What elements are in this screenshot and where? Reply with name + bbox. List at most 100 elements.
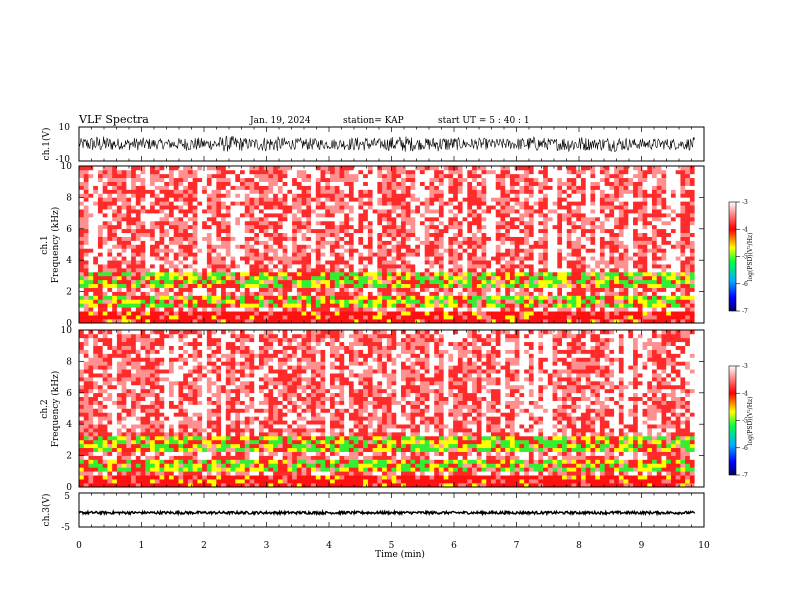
- spectrogram-cell: [562, 228, 568, 234]
- spectrogram-cell: [576, 291, 582, 296]
- spectrogram-cell: [547, 193, 553, 198]
- spectrogram-cell: [670, 315, 676, 320]
- spectrogram-cell: [315, 311, 321, 316]
- spectrogram-cell: [93, 181, 99, 186]
- spectrogram-cell: [273, 252, 279, 257]
- spectrogram-cell: [273, 264, 279, 269]
- spectrogram-cell: [301, 299, 307, 304]
- spectrogram-cell: [107, 275, 113, 281]
- spectrogram-cell: [240, 236, 246, 241]
- spectrogram-cell: [495, 295, 501, 300]
- spectrogram-cell: [486, 244, 492, 249]
- spectrogram-cell: [585, 217, 591, 222]
- spectrogram-cell: [367, 224, 373, 230]
- spectrogram-cell: [614, 193, 620, 198]
- spectrogram-cell: [401, 173, 407, 179]
- spectrogram-cell: [457, 220, 463, 226]
- spectrogram-cell: [140, 275, 146, 281]
- spectrogram-cell: [187, 201, 193, 206]
- spectrogram-cell: [618, 303, 624, 308]
- spectrogram-cell: [519, 197, 525, 202]
- spectrogram-cell: [637, 268, 643, 273]
- spectrogram-cell: [419, 307, 425, 312]
- spectrogram-cell: [367, 299, 373, 304]
- spectrogram-cell: [666, 252, 672, 257]
- spectrogram-cell: [614, 220, 620, 226]
- spectrogram-cell: [495, 236, 501, 241]
- spectrogram-cell: [453, 279, 459, 285]
- spectrogram-cell: [666, 291, 672, 296]
- spectrogram-cell: [154, 295, 160, 300]
- spectrogram-cell: [211, 244, 217, 249]
- spectrogram-cell: [235, 228, 241, 234]
- spectrogram-cell: [353, 275, 359, 281]
- spectrogram-cell: [656, 252, 662, 257]
- spectrogram-cell: [178, 315, 184, 320]
- spectrogram-cell: [566, 268, 572, 273]
- spectrogram-cell: [301, 303, 307, 308]
- spectrogram-cell: [358, 291, 364, 296]
- spectrogram-cell: [206, 287, 212, 292]
- spectrogram-cell: [448, 268, 454, 273]
- spectrogram-cell: [79, 217, 85, 222]
- spectrogram-cell: [301, 295, 307, 300]
- spectrogram-cell: [216, 319, 222, 324]
- spectrogram-cell: [633, 271, 639, 277]
- spectrogram-cell: [353, 268, 359, 273]
- spectrogram-cell: [93, 189, 99, 194]
- spectrogram-cell: [434, 220, 440, 226]
- spectrogram-cell: [538, 307, 544, 312]
- spectrogram-cell: [585, 228, 591, 234]
- spectrogram-cell: [145, 268, 151, 273]
- spectrogram-cell: [131, 236, 137, 241]
- spectrogram-cell: [481, 319, 487, 324]
- spectrogram-cell: [533, 236, 539, 241]
- spectrogram-cell: [353, 256, 359, 261]
- spectrogram-cell: [254, 264, 260, 269]
- spectrogram-cell: [339, 252, 345, 257]
- spectrogram-cell: [382, 279, 388, 285]
- spectrogram-cell: [538, 283, 544, 288]
- spectrogram-cell: [576, 307, 582, 312]
- spectrogram-cell: [107, 315, 113, 320]
- spectrogram-cell: [287, 315, 293, 320]
- spectrogram-cell: [524, 260, 530, 265]
- spectrogram-cell: [401, 256, 407, 261]
- spectrogram-cell: [637, 275, 643, 281]
- spectrogram-cell: [159, 189, 165, 194]
- spectrogram-cell: [453, 228, 459, 234]
- spectrogram-cell: [595, 311, 601, 316]
- spectrogram-cell: [140, 224, 146, 230]
- spectrogram-cell: [410, 252, 416, 257]
- spectrogram-cell: [315, 279, 321, 285]
- spectrogram-cell: [329, 315, 336, 320]
- spectrogram-cell: [211, 217, 217, 222]
- spectrogram-cell: [79, 185, 85, 190]
- spectrogram-cell: [633, 201, 639, 206]
- spectrogram-cell: [505, 244, 511, 249]
- spectrogram-cell: [79, 299, 85, 304]
- spectrogram-cell: [159, 319, 165, 324]
- spectrogram-cell: [292, 291, 298, 296]
- spectrogram-cell: [689, 319, 695, 324]
- spectrogram-cell: [557, 311, 563, 316]
- spectrogram-cell: [79, 173, 85, 179]
- spectrogram-cell: [315, 232, 321, 237]
- spectrogram-cell: [429, 228, 435, 234]
- spectrogram-cell: [604, 197, 610, 202]
- spectrogram-cell: [543, 319, 549, 324]
- spectrogram-cell: [277, 307, 283, 312]
- spectrogram-cell: [434, 307, 440, 312]
- spectrogram-cell: [292, 287, 298, 292]
- spectrogram-cell: [419, 205, 425, 210]
- spectrogram-cell: [131, 268, 137, 273]
- spectrogram-cell: [424, 193, 430, 198]
- spectrogram-cell: [552, 271, 558, 277]
- spectrogram-cell: [476, 185, 482, 190]
- spectrogram-cell: [481, 205, 487, 210]
- spectrogram-cell: [453, 232, 459, 237]
- spectrogram-cell: [424, 236, 430, 241]
- spectrogram-cell: [292, 197, 298, 202]
- spectrogram-cell: [154, 205, 160, 210]
- spectrogram-cell: [273, 189, 279, 194]
